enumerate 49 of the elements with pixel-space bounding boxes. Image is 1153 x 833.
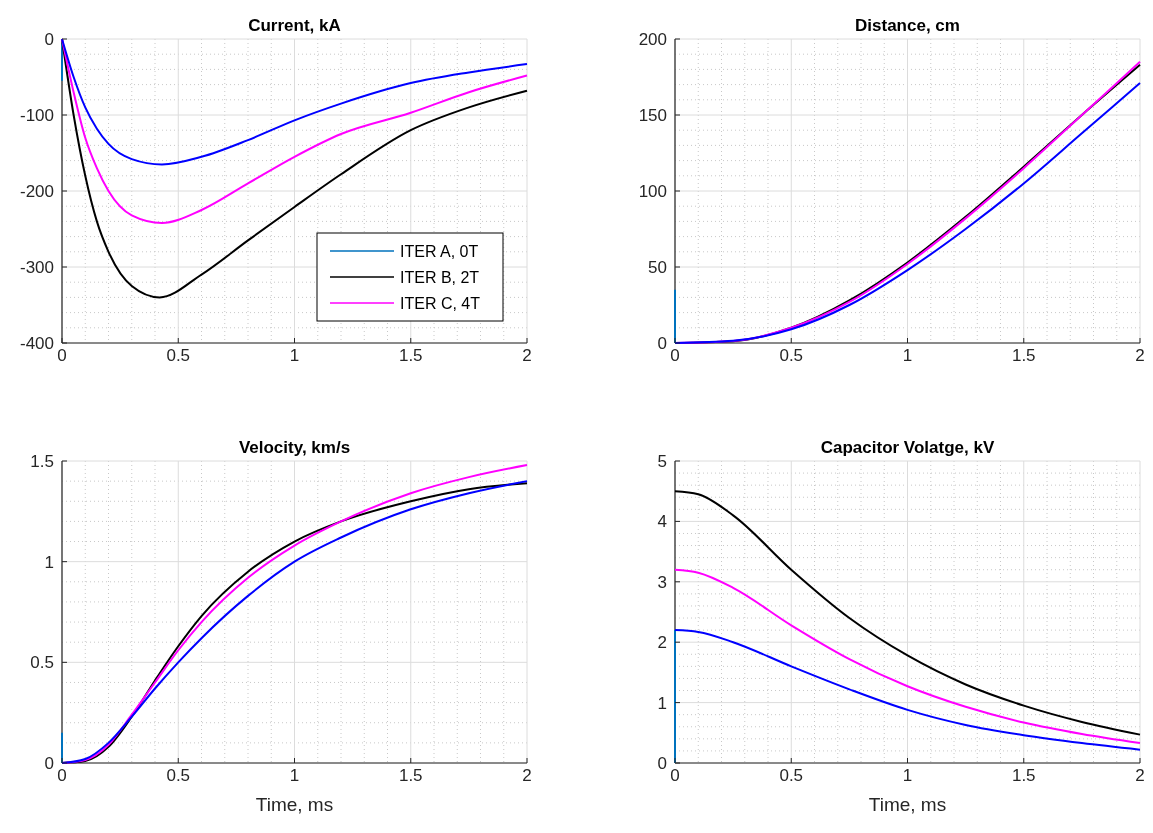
x-tick-label: 2	[1135, 766, 1145, 785]
x-tick-label: 0.5	[779, 346, 804, 365]
line-series	[674, 490, 1141, 736]
x-tick-label: 1.5	[398, 346, 423, 365]
y-tick-label: 1	[44, 552, 54, 572]
legend-label: ITER C, 4T	[400, 294, 481, 312]
x-tick-label: 0	[670, 346, 680, 365]
x-tick-label: 1	[902, 766, 913, 785]
x-tick-label: 1.5	[398, 766, 423, 785]
x-tick-label: 1.5	[1011, 346, 1036, 365]
line-series	[674, 568, 1141, 745]
y-tick-label: -400	[19, 333, 54, 353]
y-tick-label: -300	[19, 257, 54, 277]
y-tick-label: 4	[657, 512, 667, 532]
chart-title: Velocity, km/s	[238, 438, 351, 457]
line-series	[674, 629, 1141, 751]
y-tick-label: 0	[44, 29, 54, 49]
x-tick-label: 2	[522, 766, 532, 785]
y-tick-label: 150	[638, 105, 667, 125]
x-tick-label: 0.5	[166, 766, 191, 785]
x-axis-title: Time, ms	[868, 794, 947, 815]
x-tick-label: 2	[1135, 346, 1145, 365]
x-tick-label: 1	[289, 346, 300, 365]
y-tick-label: 50	[648, 257, 667, 277]
x-tick-label: 0	[670, 766, 680, 785]
x-tick-label: 0	[57, 346, 67, 365]
y-tick-label: 1	[657, 693, 667, 713]
x-tick-label: 0.5	[779, 766, 804, 785]
y-tick-label: 5	[657, 451, 667, 471]
x-tick-label: 1.5	[1011, 766, 1036, 785]
x-tick-label: 1	[902, 346, 913, 365]
x-tick-label: 0.5	[166, 346, 191, 365]
y-tick-label: -100	[19, 105, 54, 125]
y-tick-label: -200	[19, 181, 54, 201]
x-tick-label: 0	[57, 766, 67, 785]
x-axis-title: Time, ms	[255, 794, 334, 815]
y-tick-label: 100	[638, 181, 667, 201]
x-tick-label: 1	[289, 766, 300, 785]
y-tick-label: 0.5	[30, 653, 54, 673]
x-tick-label: 2	[522, 346, 532, 365]
y-tick-label: 2	[657, 633, 667, 653]
y-tick-label: 200	[638, 29, 667, 49]
legend-label: ITER A, 0T	[400, 242, 479, 260]
chart-title: Capacitor Volatge, kV	[820, 438, 995, 457]
chart-title: Distance, cm	[855, 16, 960, 35]
y-tick-label: 1.5	[30, 451, 54, 471]
y-tick-label: 3	[657, 572, 667, 592]
legend-label: ITER B, 2T	[400, 268, 480, 286]
chart-title: Current, kA	[248, 16, 341, 35]
